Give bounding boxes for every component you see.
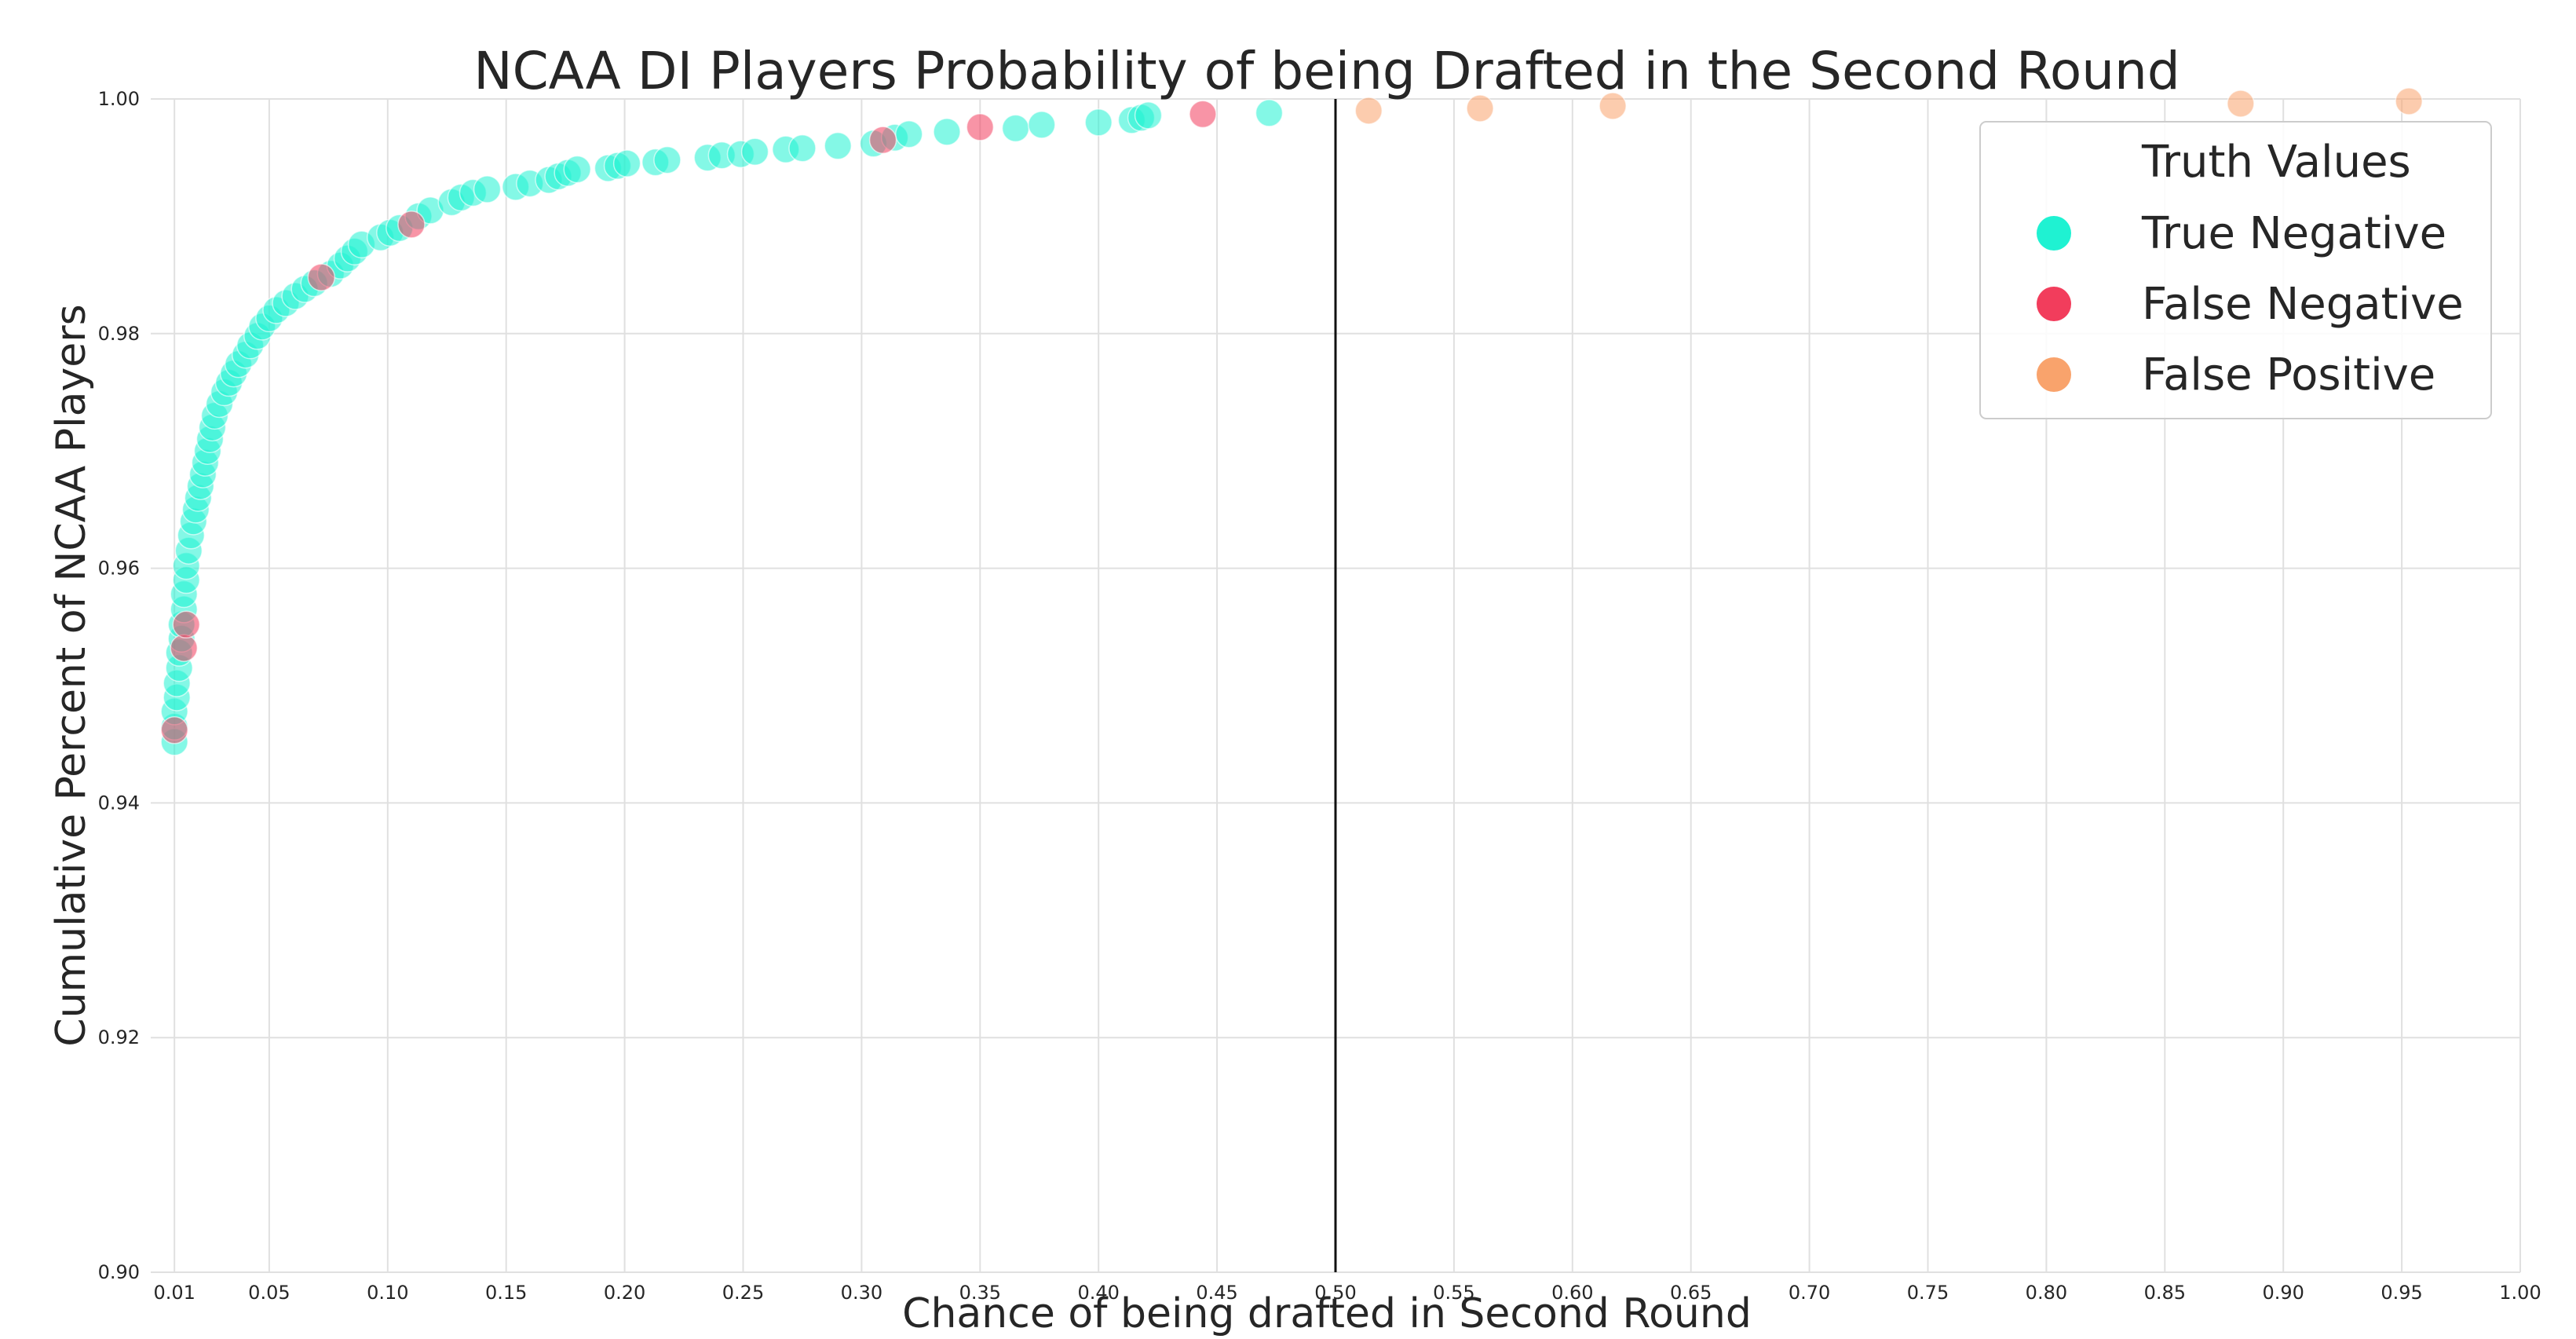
x-tick-label: 0.70 <box>1789 1282 1830 1304</box>
x-tick-label: 1.00 <box>2499 1282 2541 1304</box>
data-point-false-negative <box>307 263 336 291</box>
data-point-false-negative <box>397 210 426 239</box>
data-point-true-negative <box>473 175 502 203</box>
legend-label-true-negative: True Negative <box>2141 208 2446 259</box>
data-point-false-positive <box>1466 94 1494 123</box>
data-point-false-negative <box>160 716 188 744</box>
data-point-false-negative <box>966 113 995 141</box>
x-tick-label: 0.85 <box>2144 1282 2186 1304</box>
x-tick-label: 0.15 <box>485 1282 527 1304</box>
data-point-false-positive <box>1599 92 1627 120</box>
x-tick-label: 0.20 <box>604 1282 645 1304</box>
series-false-negative <box>160 100 1217 744</box>
data-point-false-negative <box>868 126 897 155</box>
x-tick-label: 0.40 <box>1077 1282 1119 1304</box>
x-tick-label: 0.65 <box>1670 1282 1712 1304</box>
points-layer <box>160 87 2423 756</box>
data-point-true-negative <box>653 145 681 174</box>
data-point-false-positive <box>2395 87 2423 115</box>
data-point-true-negative <box>1001 114 1030 143</box>
x-tick-label: 0.10 <box>367 1282 408 1304</box>
data-point-false-negative <box>170 634 199 662</box>
y-axis-label: Cumulative Percent of NCAA Players <box>48 304 95 1046</box>
x-tick-label: 0.30 <box>841 1282 882 1304</box>
x-tick-label: 0.80 <box>2026 1282 2067 1304</box>
legend-label-false-negative: False Negative <box>2142 279 2464 330</box>
x-tick-label: 0.95 <box>2381 1282 2422 1304</box>
data-point-true-negative <box>563 155 591 184</box>
data-point-true-negative <box>933 118 961 146</box>
data-point-true-negative <box>1134 101 1163 130</box>
data-point-true-negative <box>1084 108 1113 137</box>
data-point-true-negative <box>895 120 923 148</box>
x-tick-label: 0.35 <box>959 1282 1001 1304</box>
legend-label-false-positive: False Positive <box>2142 349 2435 401</box>
data-point-true-negative <box>1028 111 1056 139</box>
x-tick-label: 0.50 <box>1314 1282 1356 1304</box>
x-tick-label: 0.60 <box>1551 1282 1593 1304</box>
data-point-true-negative <box>740 137 769 166</box>
data-point-true-negative <box>788 134 817 163</box>
y-tick-labels: 0.90 0.92 0.94 0.96 0.98 1.00 <box>98 88 140 1283</box>
series-false-positive <box>1354 87 2423 125</box>
x-tick-label: 0.75 <box>1907 1282 1949 1304</box>
y-tick-label: 0.96 <box>98 558 140 580</box>
legend-marker-true-negative <box>2037 216 2071 251</box>
x-tick-labels: 0.01 0.05 0.10 0.15 0.20 0.25 0.30 0.35 0.40 0.45… <box>153 1282 2541 1304</box>
x-tick-label: 0.55 <box>1433 1282 1474 1304</box>
y-tick-label: 0.90 <box>98 1261 140 1283</box>
data-point-false-positive <box>2227 90 2255 118</box>
data-point-true-negative <box>824 132 852 160</box>
data-point-false-positive <box>1354 97 1383 125</box>
y-tick-label: 0.98 <box>98 323 140 345</box>
legend-marker-false-negative <box>2037 287 2071 321</box>
x-axis-label: Chance of being drafted in Second Round <box>902 1290 1752 1337</box>
data-point-true-negative <box>1255 99 1284 127</box>
legend-entries: True Negative False Negative False Positiv… <box>2037 208 2464 401</box>
data-point-false-negative <box>172 610 201 639</box>
x-tick-label: 0.05 <box>248 1282 290 1304</box>
legend-title: Truth Values <box>2141 137 2411 188</box>
legend: Truth Values True Negative False Negative… <box>1979 121 2492 419</box>
x-tick-label: 0.45 <box>1196 1282 1237 1304</box>
y-tick-label: 0.92 <box>98 1026 140 1048</box>
x-tick-label: 0.25 <box>722 1282 764 1304</box>
chart-title: NCAA DI Players Probability of being Dra… <box>473 41 2180 101</box>
legend-box <box>1979 121 2492 419</box>
y-tick-label: 1.00 <box>98 88 140 110</box>
data-point-false-negative <box>1189 100 1217 129</box>
legend-marker-false-positive <box>2037 357 2071 392</box>
data-point-true-negative <box>612 149 641 177</box>
x-tick-label: 0.01 <box>153 1282 195 1304</box>
y-tick-label: 0.94 <box>98 792 140 814</box>
x-tick-label: 0.90 <box>2262 1282 2304 1304</box>
